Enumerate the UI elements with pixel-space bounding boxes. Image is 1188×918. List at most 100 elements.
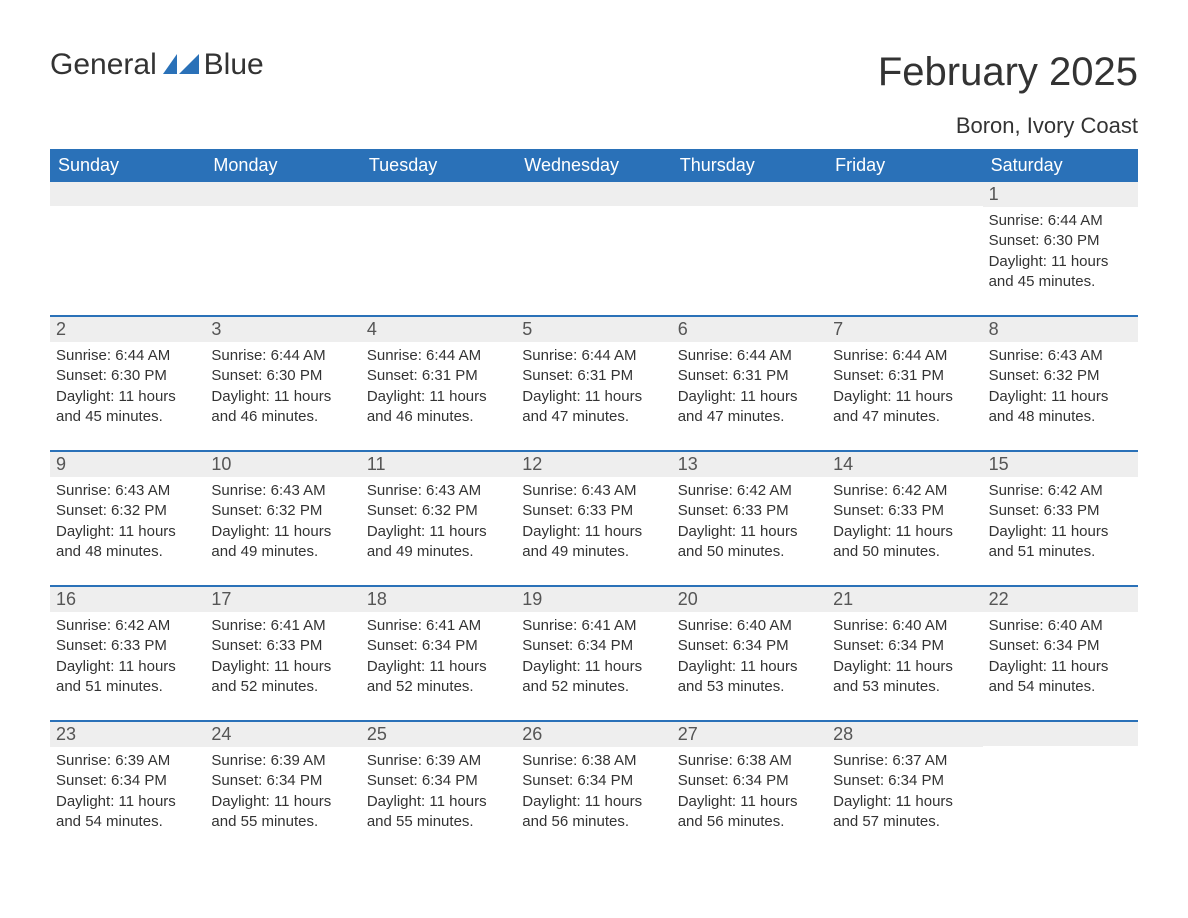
day-cell: 4Sunrise: 6:44 AMSunset: 6:31 PMDaylight…	[361, 317, 516, 432]
day-cell: 24Sunrise: 6:39 AMSunset: 6:34 PMDayligh…	[205, 722, 360, 837]
day-content: Sunrise: 6:41 AMSunset: 6:34 PMDaylight:…	[361, 612, 516, 702]
day-cell	[361, 182, 516, 297]
day-content: Sunrise: 6:42 AMSunset: 6:33 PMDaylight:…	[672, 477, 827, 567]
logo-flag-icon	[163, 50, 199, 79]
daylight-line: Daylight: 11 hours and 49 minutes.	[367, 522, 510, 563]
sunset-line: Sunset: 6:34 PM	[367, 771, 510, 791]
sunset-line: Sunset: 6:34 PM	[833, 636, 976, 656]
sunrise-line: Sunrise: 6:39 AM	[367, 751, 510, 771]
day-cell: 6Sunrise: 6:44 AMSunset: 6:31 PMDaylight…	[672, 317, 827, 432]
sunrise-line: Sunrise: 6:37 AM	[833, 751, 976, 771]
daylight-line: Daylight: 11 hours and 55 minutes.	[367, 792, 510, 833]
sunset-line: Sunset: 6:30 PM	[211, 366, 354, 386]
day-number	[516, 182, 671, 206]
day-number	[50, 182, 205, 206]
day-content: Sunrise: 6:44 AMSunset: 6:31 PMDaylight:…	[672, 342, 827, 432]
daylight-line: Daylight: 11 hours and 49 minutes.	[522, 522, 665, 563]
daylight-line: Daylight: 11 hours and 52 minutes.	[522, 657, 665, 698]
day-cell	[983, 722, 1138, 837]
daylight-line: Daylight: 11 hours and 54 minutes.	[56, 792, 199, 833]
day-content: Sunrise: 6:42 AMSunset: 6:33 PMDaylight:…	[983, 477, 1138, 567]
sunrise-line: Sunrise: 6:42 AM	[678, 481, 821, 501]
daylight-line: Daylight: 11 hours and 48 minutes.	[56, 522, 199, 563]
day-number: 16	[50, 587, 205, 612]
day-cell: 8Sunrise: 6:43 AMSunset: 6:32 PMDaylight…	[983, 317, 1138, 432]
day-number: 28	[827, 722, 982, 747]
page-header: General Blue February 2025 Boron, Ivory …	[50, 50, 1138, 139]
logo: General Blue	[50, 50, 264, 80]
sunrise-line: Sunrise: 6:41 AM	[211, 616, 354, 636]
sunset-line: Sunset: 6:34 PM	[678, 636, 821, 656]
weekday-label: Saturday	[983, 149, 1138, 182]
day-cell: 26Sunrise: 6:38 AMSunset: 6:34 PMDayligh…	[516, 722, 671, 837]
sunset-line: Sunset: 6:34 PM	[833, 771, 976, 791]
sunset-line: Sunset: 6:31 PM	[522, 366, 665, 386]
day-cell: 5Sunrise: 6:44 AMSunset: 6:31 PMDaylight…	[516, 317, 671, 432]
day-content: Sunrise: 6:44 AMSunset: 6:31 PMDaylight:…	[827, 342, 982, 432]
day-number: 11	[361, 452, 516, 477]
sunrise-line: Sunrise: 6:43 AM	[211, 481, 354, 501]
sunrise-line: Sunrise: 6:44 AM	[833, 346, 976, 366]
day-cell: 11Sunrise: 6:43 AMSunset: 6:32 PMDayligh…	[361, 452, 516, 567]
sunset-line: Sunset: 6:30 PM	[56, 366, 199, 386]
sunset-line: Sunset: 6:34 PM	[678, 771, 821, 791]
day-number: 18	[361, 587, 516, 612]
daylight-line: Daylight: 11 hours and 47 minutes.	[522, 387, 665, 428]
sunrise-line: Sunrise: 6:39 AM	[56, 751, 199, 771]
sunset-line: Sunset: 6:33 PM	[211, 636, 354, 656]
sunrise-line: Sunrise: 6:39 AM	[211, 751, 354, 771]
sunset-line: Sunset: 6:32 PM	[989, 366, 1132, 386]
day-content: Sunrise: 6:39 AMSunset: 6:34 PMDaylight:…	[205, 747, 360, 837]
daylight-line: Daylight: 11 hours and 47 minutes.	[833, 387, 976, 428]
day-cell: 23Sunrise: 6:39 AMSunset: 6:34 PMDayligh…	[50, 722, 205, 837]
day-cell: 10Sunrise: 6:43 AMSunset: 6:32 PMDayligh…	[205, 452, 360, 567]
month-title: February 2025	[878, 50, 1138, 95]
daylight-line: Daylight: 11 hours and 48 minutes.	[989, 387, 1132, 428]
weekday-label: Monday	[205, 149, 360, 182]
sunrise-line: Sunrise: 6:43 AM	[56, 481, 199, 501]
sunrise-line: Sunrise: 6:41 AM	[522, 616, 665, 636]
day-number: 19	[516, 587, 671, 612]
day-number: 20	[672, 587, 827, 612]
daylight-line: Daylight: 11 hours and 52 minutes.	[211, 657, 354, 698]
day-cell: 20Sunrise: 6:40 AMSunset: 6:34 PMDayligh…	[672, 587, 827, 702]
day-content: Sunrise: 6:44 AMSunset: 6:31 PMDaylight:…	[361, 342, 516, 432]
sunrise-line: Sunrise: 6:44 AM	[989, 211, 1132, 231]
day-content: Sunrise: 6:44 AMSunset: 6:31 PMDaylight:…	[516, 342, 671, 432]
day-number: 13	[672, 452, 827, 477]
week-row: 2Sunrise: 6:44 AMSunset: 6:30 PMDaylight…	[50, 315, 1138, 432]
sunrise-line: Sunrise: 6:44 AM	[56, 346, 199, 366]
sunset-line: Sunset: 6:33 PM	[522, 501, 665, 521]
day-number: 10	[205, 452, 360, 477]
day-cell: 9Sunrise: 6:43 AMSunset: 6:32 PMDaylight…	[50, 452, 205, 567]
day-cell	[827, 182, 982, 297]
sunset-line: Sunset: 6:33 PM	[989, 501, 1132, 521]
day-number: 26	[516, 722, 671, 747]
day-content: Sunrise: 6:44 AMSunset: 6:30 PMDaylight:…	[983, 207, 1138, 297]
day-number	[672, 182, 827, 206]
day-cell: 3Sunrise: 6:44 AMSunset: 6:30 PMDaylight…	[205, 317, 360, 432]
day-content: Sunrise: 6:39 AMSunset: 6:34 PMDaylight:…	[50, 747, 205, 837]
sunrise-line: Sunrise: 6:42 AM	[833, 481, 976, 501]
day-number	[827, 182, 982, 206]
sunset-line: Sunset: 6:31 PM	[678, 366, 821, 386]
week-row: 23Sunrise: 6:39 AMSunset: 6:34 PMDayligh…	[50, 720, 1138, 837]
daylight-line: Daylight: 11 hours and 55 minutes.	[211, 792, 354, 833]
week-row: 9Sunrise: 6:43 AMSunset: 6:32 PMDaylight…	[50, 450, 1138, 567]
day-content	[516, 206, 671, 296]
day-cell	[672, 182, 827, 297]
day-content: Sunrise: 6:42 AMSunset: 6:33 PMDaylight:…	[827, 477, 982, 567]
day-number: 4	[361, 317, 516, 342]
sunset-line: Sunset: 6:32 PM	[367, 501, 510, 521]
weekday-label: Sunday	[50, 149, 205, 182]
day-cell	[50, 182, 205, 297]
daylight-line: Daylight: 11 hours and 46 minutes.	[367, 387, 510, 428]
day-number: 5	[516, 317, 671, 342]
day-number: 1	[983, 182, 1138, 207]
day-cell: 14Sunrise: 6:42 AMSunset: 6:33 PMDayligh…	[827, 452, 982, 567]
sunset-line: Sunset: 6:34 PM	[211, 771, 354, 791]
day-number: 8	[983, 317, 1138, 342]
sunrise-line: Sunrise: 6:43 AM	[522, 481, 665, 501]
day-content: Sunrise: 6:43 AMSunset: 6:32 PMDaylight:…	[205, 477, 360, 567]
sunset-line: Sunset: 6:32 PM	[211, 501, 354, 521]
